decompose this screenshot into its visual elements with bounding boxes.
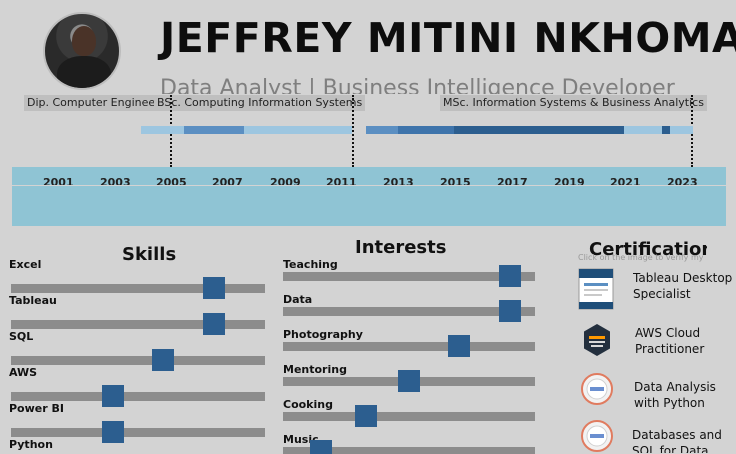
year-tick: 2017 bbox=[497, 176, 528, 185]
year-tick: 2021 bbox=[610, 176, 641, 185]
career-bar[interactable] bbox=[398, 126, 454, 134]
year-tick: 2007 bbox=[212, 176, 243, 185]
interests-label: Cooking bbox=[283, 398, 333, 411]
aws-badge-icon[interactable] bbox=[583, 323, 611, 357]
interests-slider-track[interactable] bbox=[283, 447, 535, 454]
interests-slider-track[interactable] bbox=[283, 412, 535, 421]
education-label-bsc: BSc. Computing Information Systems bbox=[154, 95, 366, 111]
skills-label: Python bbox=[9, 438, 53, 451]
ibm-badge-icon[interactable] bbox=[581, 373, 613, 405]
interests-slider-track[interactable] bbox=[283, 272, 535, 281]
year-tick: 2011 bbox=[326, 176, 357, 185]
cert-name-aws: AWS Cloud Practitioner bbox=[635, 326, 705, 355]
interests-slider-handle[interactable] bbox=[398, 370, 420, 392]
ibm-badge-icon[interactable] bbox=[581, 420, 613, 452]
interests-title: Interests bbox=[355, 237, 447, 258]
tableau-badge-icon[interactable] bbox=[578, 268, 614, 310]
timeline-axis: 2001 2003 2005 2007 2009 2011 2013 2015 … bbox=[12, 167, 726, 185]
skills-slider-handle[interactable] bbox=[203, 277, 225, 299]
career-bar[interactable] bbox=[366, 126, 398, 134]
skills-label: SQL bbox=[9, 330, 34, 343]
year-tick: 2001 bbox=[43, 176, 74, 185]
career-bar[interactable] bbox=[624, 126, 662, 134]
interests-slider-handle[interactable] bbox=[499, 265, 521, 287]
skills-label: Tableau bbox=[9, 294, 57, 307]
interests-slider-handle[interactable] bbox=[355, 405, 377, 427]
skills-slider-handle[interactable] bbox=[102, 385, 124, 407]
interests-slider-track[interactable] bbox=[283, 307, 535, 316]
skills-title: Skills bbox=[122, 244, 177, 265]
year-tick: 2015 bbox=[440, 176, 471, 185]
year-tick: 2009 bbox=[270, 176, 301, 185]
cert-name-python: Data Analysis with Python bbox=[634, 380, 716, 409]
career-bar[interactable] bbox=[662, 126, 670, 134]
skills-slider-handle[interactable] bbox=[203, 313, 225, 335]
skills-slider-track[interactable] bbox=[11, 428, 265, 437]
skills-label: Excel bbox=[9, 258, 42, 271]
interests-label: Music bbox=[283, 433, 319, 446]
interests-label: Teaching bbox=[283, 258, 338, 271]
year-tick: 2003 bbox=[100, 176, 131, 185]
interests-slider-handle[interactable] bbox=[448, 335, 470, 357]
cert-name-sql: Databases and SQL for Data Science bbox=[632, 428, 722, 453]
year-tick: 2013 bbox=[383, 176, 414, 185]
page-subtitle: Data Analyst | Business Intelligence Dev… bbox=[160, 76, 675, 94]
career-bar[interactable] bbox=[454, 126, 624, 134]
interests-slider-handle[interactable] bbox=[499, 300, 521, 322]
skills-label: AWS bbox=[9, 366, 38, 379]
education-marker-line bbox=[352, 95, 354, 167]
certifications-hint: Click on the image to verify my bbox=[578, 253, 704, 262]
skills-slider-handle[interactable] bbox=[102, 421, 124, 443]
certifications-title: Certification bbox=[589, 239, 707, 260]
interests-label: Mentoring bbox=[283, 363, 347, 376]
interests-slider-track[interactable] bbox=[283, 342, 535, 351]
year-tick: 2005 bbox=[156, 176, 187, 185]
profile-avatar bbox=[43, 12, 121, 90]
year-tick: 2023 bbox=[667, 176, 698, 185]
page-title: JEFFREY MITINI NKHOMA bbox=[160, 14, 736, 62]
skills-label: Power BI bbox=[9, 402, 64, 415]
skills-slider-handle[interactable] bbox=[152, 349, 174, 371]
cert-name-tableau: Tableau Desktop Specialist bbox=[633, 271, 733, 300]
skills-slider-track[interactable] bbox=[11, 356, 265, 365]
interests-label: Data bbox=[283, 293, 313, 306]
interests-slider-handle[interactable] bbox=[310, 440, 332, 454]
career-bar[interactable] bbox=[245, 126, 352, 134]
career-bar[interactable] bbox=[670, 126, 693, 134]
skills-slider-track[interactable] bbox=[11, 392, 265, 401]
year-tick: 2019 bbox=[554, 176, 585, 185]
interests-label: Photography bbox=[283, 328, 363, 341]
education-label-diploma: Dip. Computer Engineering bbox=[24, 95, 180, 111]
career-bar[interactable] bbox=[184, 126, 244, 134]
education-label-msc: MSc. Information Systems & Business Anal… bbox=[440, 95, 707, 111]
skills-slider-track[interactable] bbox=[11, 284, 265, 293]
timeline-panel bbox=[12, 186, 726, 226]
skills-slider-track[interactable] bbox=[11, 320, 265, 329]
